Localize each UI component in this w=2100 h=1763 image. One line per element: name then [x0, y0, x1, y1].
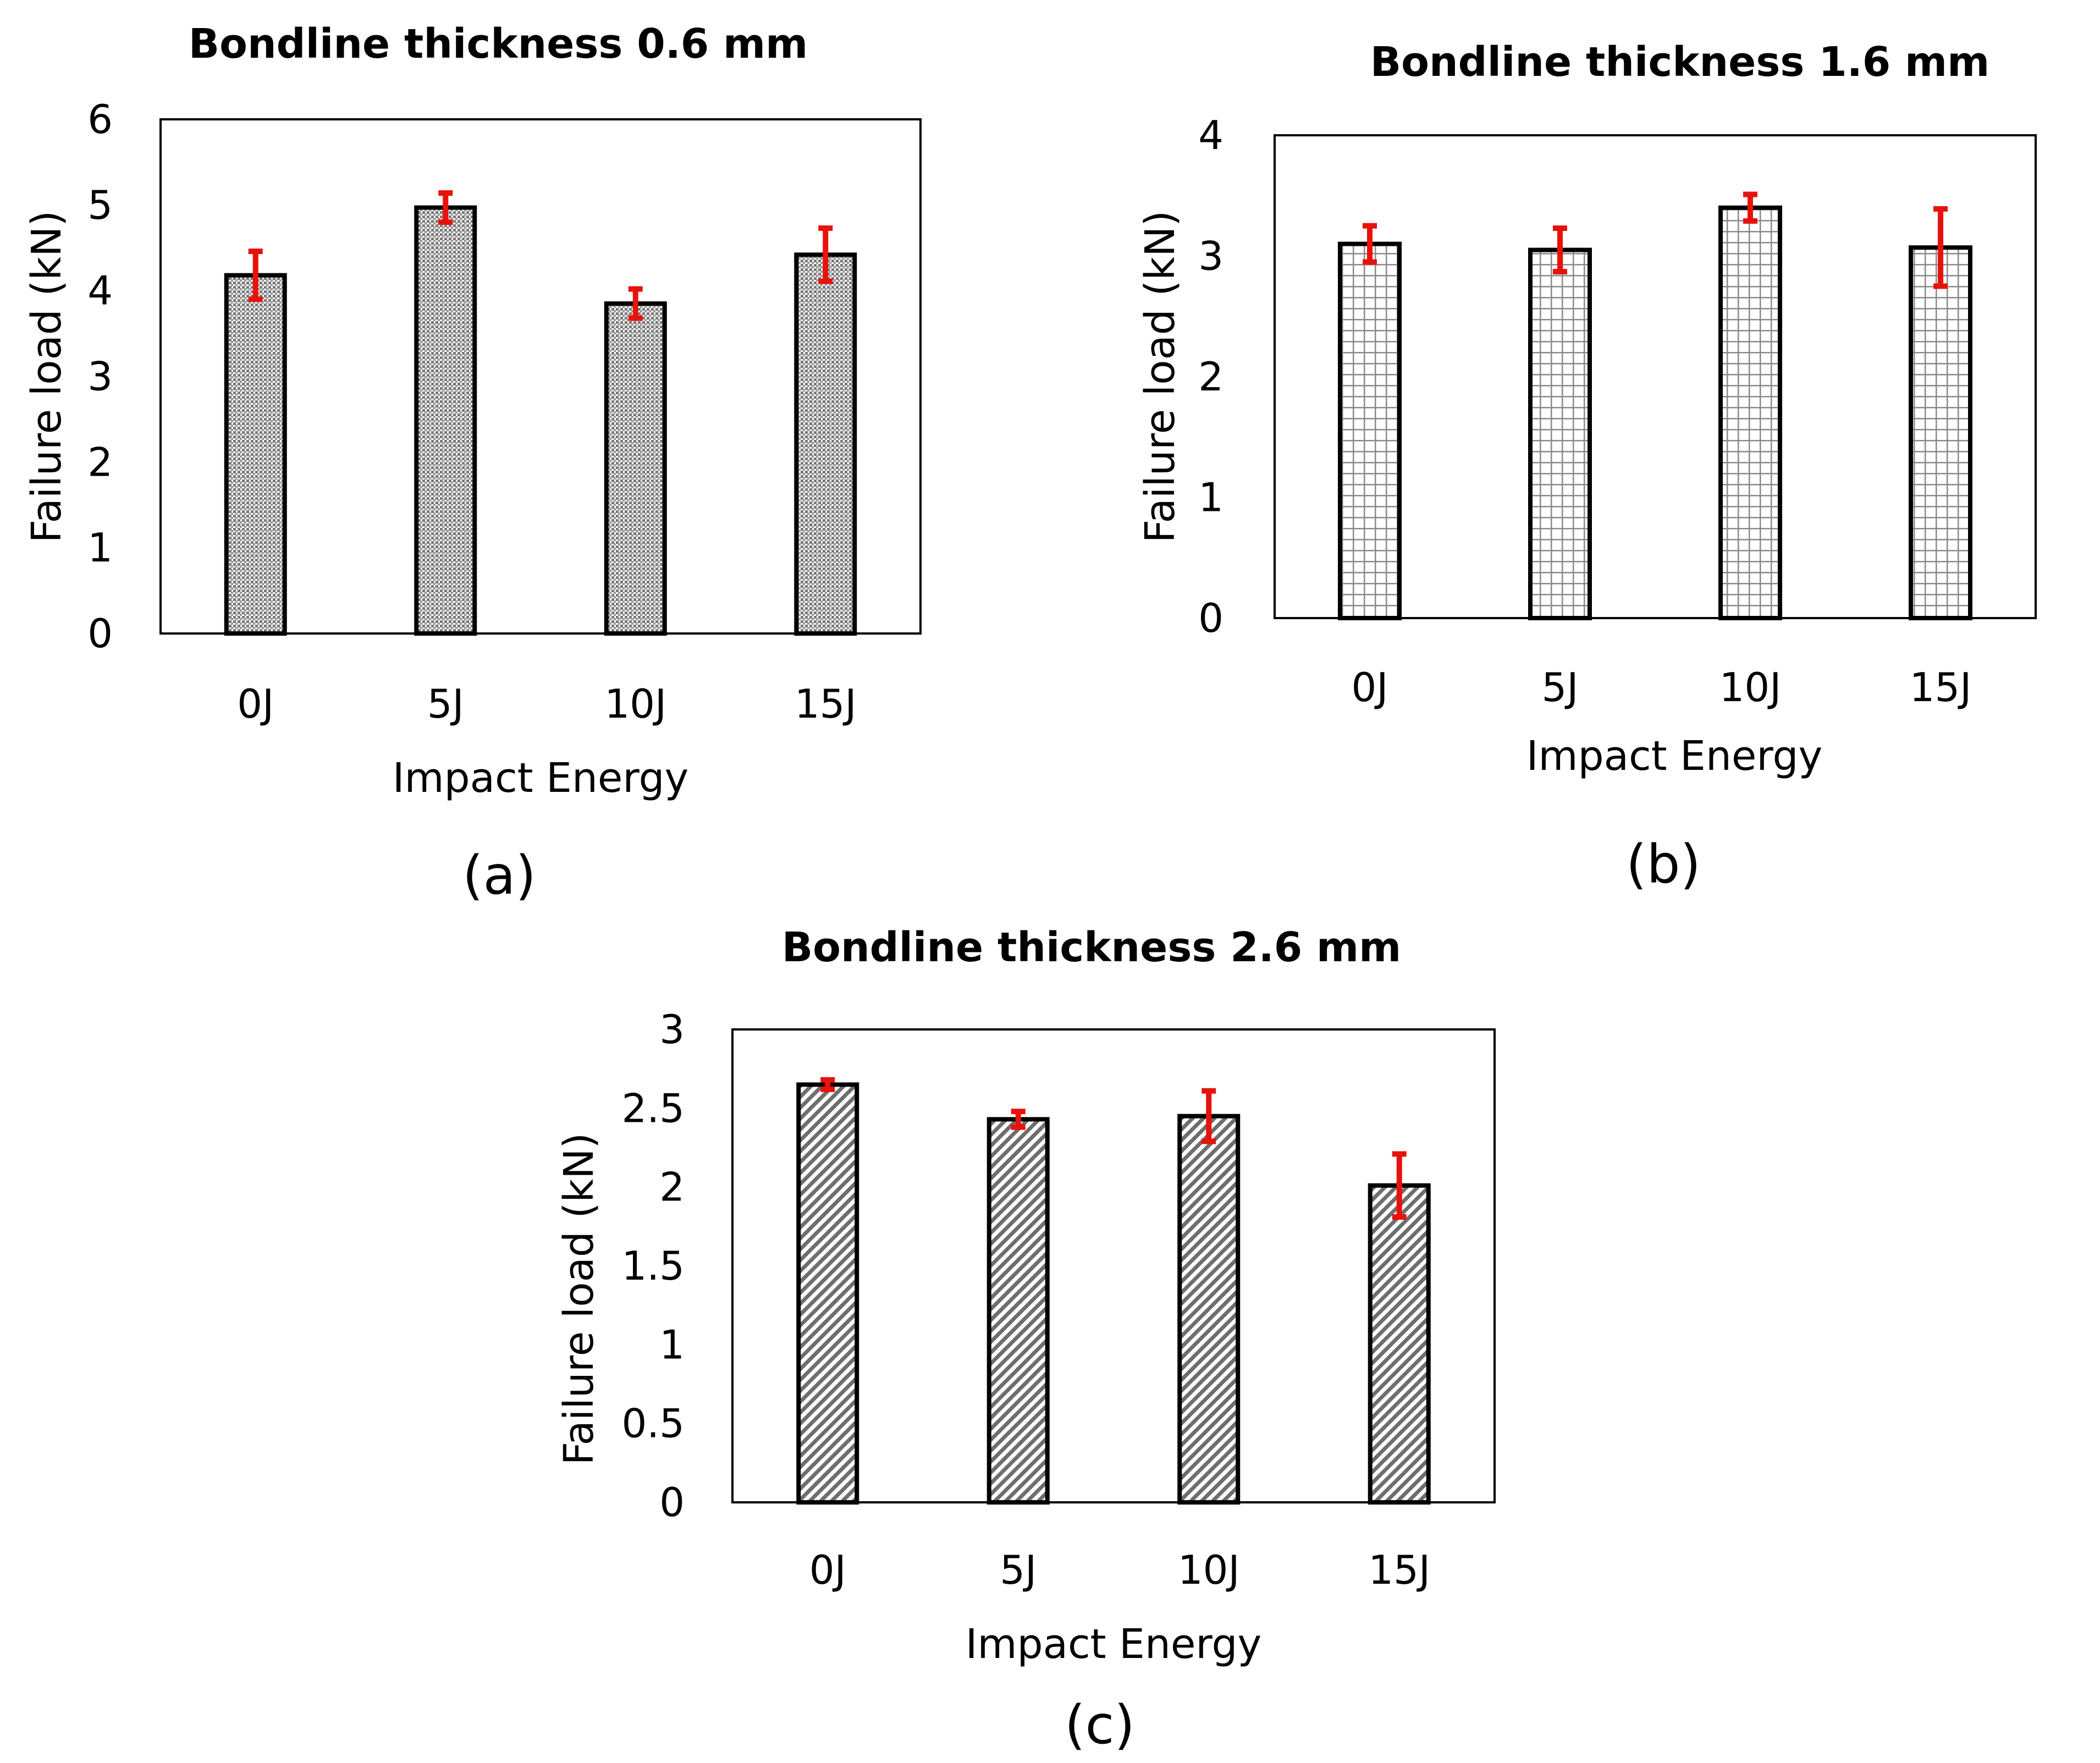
- chart-c-bars: [796, 1082, 1431, 1505]
- chart-c-title: Bondline thickness 2.6 mm: [782, 924, 1402, 971]
- chart-b-ytick-label: 0: [1198, 595, 1223, 641]
- chart-c-plot-frame: [731, 1028, 1496, 1503]
- chart-c-ytick-label: 2: [659, 1164, 685, 1210]
- chart-c: Bondline thickness 2.6 mm 00.511.522.53 …: [555, 924, 1496, 1756]
- chart-b-xlabel: Impact Energy: [1526, 732, 1823, 780]
- chart-c-error-bar: [1201, 1088, 1216, 1144]
- chart-b-category-label: 10J: [1719, 664, 1782, 710]
- chart-c-errorbars: [820, 1077, 1407, 1220]
- chart-c-ytick-label: 0: [659, 1479, 685, 1525]
- chart-b-ytick-label: 1: [1198, 475, 1223, 521]
- chart-c-bar: [1368, 1183, 1431, 1505]
- chart-a-category-label: 0J: [237, 681, 274, 727]
- chart-b-error-bar: [1553, 225, 1567, 275]
- chart-b-bar: [1528, 247, 1592, 620]
- chart-a-panel-label: (a): [462, 845, 536, 906]
- chart-a-xlabel: Impact Energy: [393, 754, 689, 802]
- chart-c-bar: [796, 1082, 859, 1505]
- chart-b-bar: [1338, 241, 1402, 620]
- chart-b-error-bar: [1933, 206, 1948, 289]
- chart-a-categories: 0J 5J 10J 15J: [237, 681, 856, 727]
- chart-c-bar: [986, 1117, 1050, 1505]
- chart-b-plot-frame: [1274, 134, 2037, 619]
- chart-b-error-bar: [1743, 191, 1757, 224]
- chart-c-bar: [1177, 1114, 1241, 1505]
- chart-a-title: Bondline thickness 0.6 mm: [189, 20, 808, 68]
- chart-b-title: Bondline thickness 1.6 mm: [1370, 38, 1990, 86]
- chart-b-ytick-label: 3: [1198, 233, 1223, 279]
- chart-c-xlabel: Impact Energy: [966, 1621, 1262, 1668]
- chart-c-category-label: 0J: [809, 1547, 846, 1593]
- chart-a-category-label: 15J: [795, 681, 857, 727]
- chart-b-bars: [1338, 205, 1972, 620]
- chart-b-category-label: 15J: [1910, 664, 1972, 710]
- chart-c-ytick-label: 2.5: [621, 1085, 685, 1131]
- chart-b-category-label: 0J: [1351, 664, 1388, 710]
- chart-b-categories: 0J 5J 10J 15J: [1351, 664, 1971, 710]
- chart-c-ytick-label: 1: [659, 1321, 685, 1368]
- chart-a: Bondline thickness 0.6 mm 0 1 2 3 4 5 6 0J 5J 10…: [23, 20, 922, 906]
- chart-a-ytick-label: 3: [87, 354, 113, 400]
- chart-a-ytick-label: 4: [87, 268, 113, 314]
- chart-a-ytick-label: 0: [87, 610, 113, 657]
- chart-a-error-bar: [628, 286, 643, 321]
- chart-c-categories: 0J 5J 10J 15J: [809, 1547, 1430, 1593]
- chart-a-error-bar: [248, 248, 263, 302]
- chart-c-panel-label: (c): [1065, 1694, 1135, 1756]
- chart-a-bar: [604, 301, 667, 636]
- chart-b-error-bar: [1363, 223, 1377, 265]
- chart-a-error-bar: [818, 225, 833, 284]
- chart-c-category-label: 15J: [1368, 1547, 1430, 1593]
- chart-a-ylabel: Failure load (kN): [23, 211, 70, 543]
- chart-a-ytick-label: 1: [87, 525, 113, 571]
- chart-c-ticks: 0 0.5 1 1.5 2 2.5 3: [621, 1006, 685, 1525]
- chart-a-errorbars: [248, 190, 833, 321]
- chart-b: Bondline thickness 1.6 mm 0 1 2 3 4 0J 5J 10J 1…: [1137, 38, 2037, 895]
- chart-a-ytick-label: 5: [87, 182, 113, 228]
- chart-c-ytick-label: 3: [659, 1006, 685, 1053]
- chart-c-error-bar: [1011, 1109, 1026, 1130]
- chart-a-ytick-label: 6: [87, 96, 113, 142]
- chart-a-error-bar: [438, 190, 453, 225]
- chart-a-ticks: 0 1 2 3 4 5 6: [87, 96, 113, 657]
- chart-b-panel-label: (b): [1626, 834, 1701, 895]
- chart-b-bar: [1718, 205, 1782, 620]
- chart-b-category-label: 5J: [1541, 664, 1578, 710]
- chart-b-bar: [1909, 245, 1972, 620]
- chart-c-ylabel: Failure load (kN): [555, 1133, 603, 1466]
- chart-a-bar: [414, 205, 477, 636]
- chart-a-bars: [224, 205, 857, 636]
- chart-c-ytick-label: 1.5: [621, 1243, 685, 1289]
- chart-a-bar: [794, 252, 857, 636]
- chart-a-ytick-label: 2: [87, 439, 113, 485]
- chart-a-category-label: 5J: [427, 681, 464, 727]
- chart-c-category-label: 5J: [1000, 1547, 1037, 1593]
- chart-b-ytick-label: 4: [1198, 112, 1223, 158]
- chart-b-errorbars: [1363, 191, 1948, 289]
- chart-c-error-bar: [1392, 1151, 1407, 1220]
- chart-c-error-bar: [820, 1077, 835, 1092]
- chart-b-ytick-label: 2: [1198, 354, 1223, 400]
- chart-c-category-label: 10J: [1178, 1547, 1240, 1593]
- chart-a-bar: [224, 273, 287, 636]
- chart-b-ylabel: Failure load (kN): [1137, 211, 1184, 543]
- chart-a-category-label: 10J: [604, 681, 666, 727]
- chart-b-ticks: 0 1 2 3 4: [1198, 112, 1223, 641]
- chart-a-plot-frame: [159, 118, 922, 635]
- chart-c-ytick-label: 0.5: [621, 1401, 685, 1447]
